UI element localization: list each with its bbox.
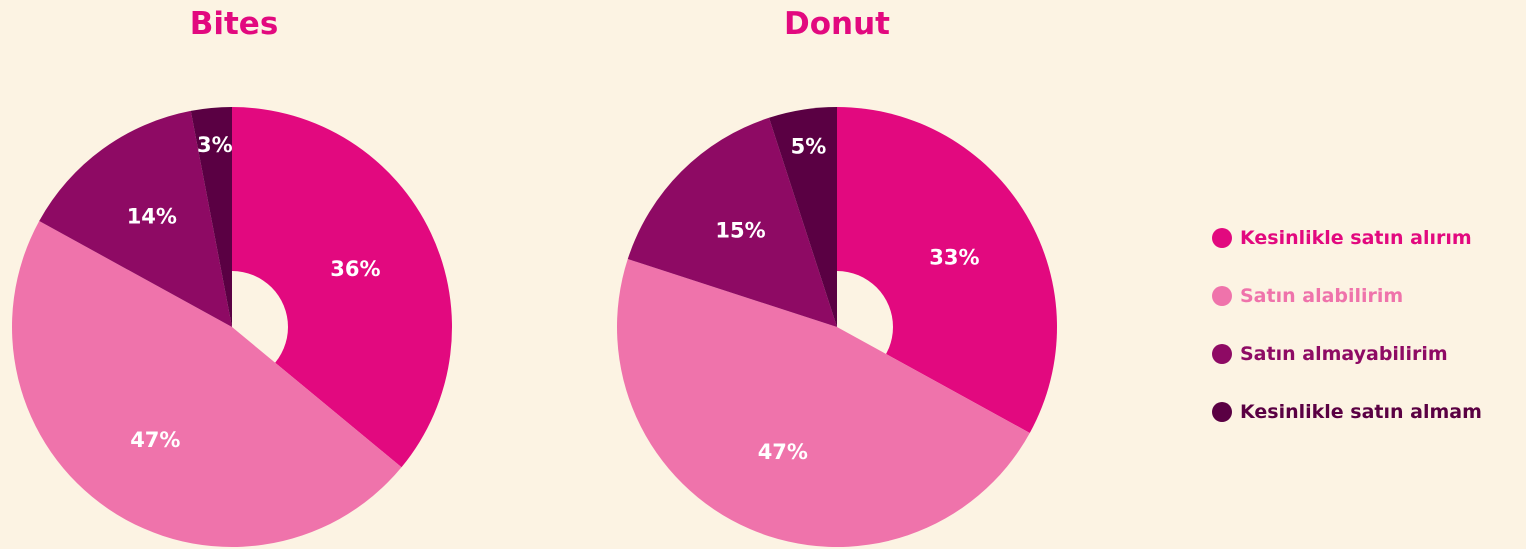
- slice-label: 3%: [197, 133, 233, 157]
- pie-slice: [627, 117, 837, 327]
- legend-label: Kesinlikle satın almam: [1240, 401, 1482, 423]
- legend-swatch: [1212, 344, 1232, 364]
- pie-chart-donut: 33% 47% 15% 5%: [617, 107, 1057, 547]
- legend-item-alabilirim: Satın alabilirim: [1212, 284, 1482, 308]
- legend-label: Satın almayabilirim: [1240, 343, 1448, 365]
- pie-slice: [617, 259, 1030, 547]
- legend-label: Kesinlikle satın alırım: [1240, 227, 1472, 249]
- legend-item-almayabilirim: Satın almayabilirim: [1212, 342, 1482, 366]
- slice-label: 47%: [130, 428, 180, 452]
- slice-label: 5%: [791, 135, 827, 159]
- legend: Kesinlikle satın alırım Satın alabilirim…: [1212, 226, 1482, 424]
- legend-swatch: [1212, 228, 1232, 248]
- chart-title-donut: Donut: [784, 6, 890, 42]
- legend-swatch: [1212, 402, 1232, 422]
- chart-title-bites: Bites: [190, 6, 279, 42]
- pie-chart-bites: 36% 47% 14% 3%: [12, 107, 452, 547]
- slice-label: 47%: [758, 440, 808, 464]
- pie-slice: [190, 107, 232, 327]
- legend-item-kesinlikle-alirim: Kesinlikle satın alırım: [1212, 226, 1482, 250]
- slice-label: 15%: [715, 219, 765, 243]
- pie-slice: [39, 110, 233, 327]
- pie-slice: [769, 107, 837, 327]
- legend-item-kesinlikle-almam: Kesinlikle satın almam: [1212, 400, 1482, 424]
- legend-label: Satın alabilirim: [1240, 285, 1404, 307]
- pie-slice: [232, 107, 452, 468]
- pie-slice: [12, 221, 402, 547]
- legend-swatch: [1212, 286, 1232, 306]
- slice-label: 14%: [127, 205, 177, 229]
- slice-label: 33%: [929, 246, 979, 270]
- pie-slice: [837, 107, 1057, 433]
- slice-label: 36%: [330, 257, 380, 281]
